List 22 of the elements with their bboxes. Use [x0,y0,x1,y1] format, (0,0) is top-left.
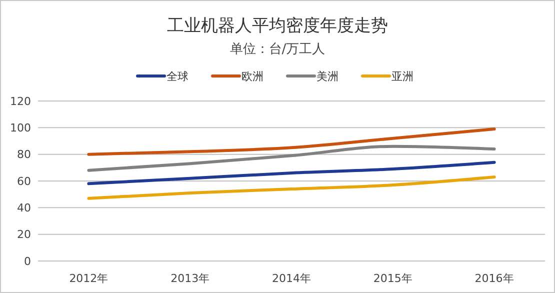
y-tick-label: 40 [17,202,31,215]
y-tick-label: 80 [17,148,31,162]
x-tick-label: 2016年 [474,272,514,285]
line-series [87,160,496,186]
x-tick-label: 2012年 [69,272,108,285]
legend-label: 欧洲 [242,70,264,83]
x-tick-label: 2015年 [373,272,412,285]
x-tick-label: 2013年 [170,272,210,285]
chart-title: 工业机器人平均密度年度走势 [167,16,388,36]
line-series [87,176,496,200]
legend-label: 全球 [166,70,188,83]
line-series [87,128,496,156]
y-tick-label: 120 [10,94,31,108]
legend-label: 亚洲 [392,70,414,83]
legend-label: 美洲 [316,70,338,83]
y-tick-label: 0 [24,254,31,268]
line-series [87,144,496,172]
y-tick-label: 60 [17,174,31,188]
y-tick-label: 100 [10,122,31,135]
x-tick-label: 2014年 [272,272,311,285]
y-tick-label: 20 [17,228,31,242]
chart-subtitle: 单位：台/万工人 [230,42,326,57]
